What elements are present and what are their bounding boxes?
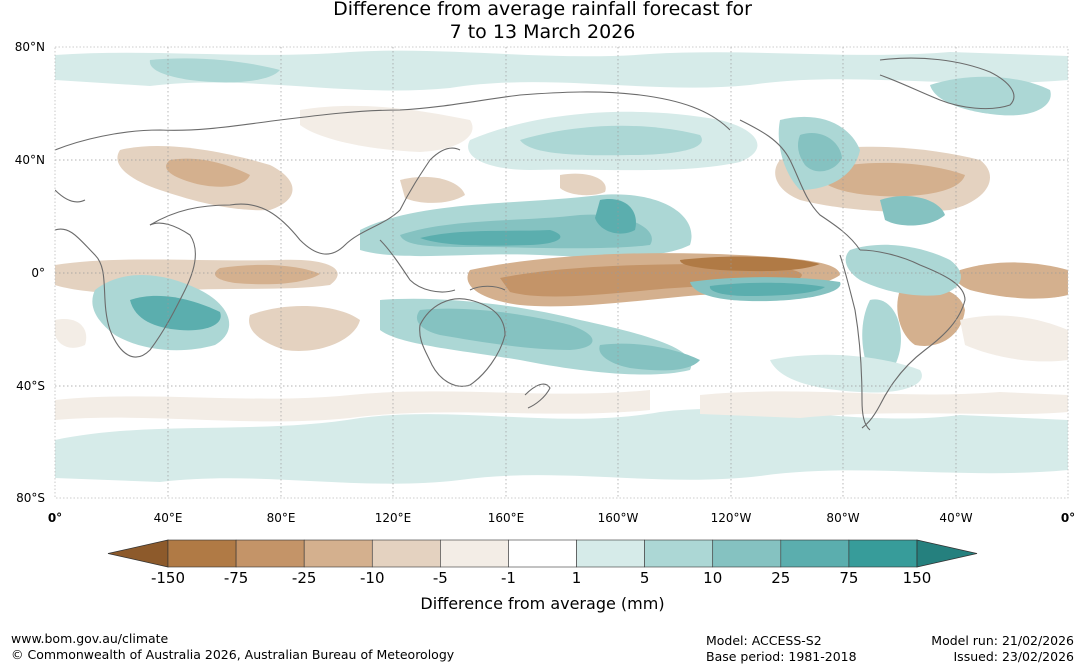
colorbar-tick-label: -25: [291, 569, 317, 587]
map-title: Difference from average rainfall forecas…: [0, 0, 1085, 44]
footer-model-info: Model: ACCESS-S2 Base period: 1981-2018: [706, 633, 857, 665]
colorbar-segment: [167, 539, 237, 568]
footer-copyright: © Commonwealth of Australia 2026, Austra…: [11, 647, 455, 662]
colorbar-tick-label: -10: [360, 569, 385, 587]
map-frame: [54, 46, 1069, 499]
colorbar-segment: [848, 539, 918, 568]
colorbar-segment: [576, 539, 645, 568]
colorbar-tick-label: 150: [902, 569, 932, 587]
colorbar-segment: [440, 539, 509, 568]
colorbar-segment: [303, 539, 373, 568]
colorbar-tick-label: 25: [771, 569, 791, 587]
coastlines: [55, 57, 1015, 431]
footer-left: www.bom.gov.au/climate © Commonwealth of…: [11, 631, 454, 663]
colorbar-low-extension: [107, 539, 169, 568]
lat-label-80n: 80°N: [14, 40, 45, 54]
colorbar-high-extension: [916, 539, 978, 568]
rainfall-anomaly-fields: [55, 47, 1068, 498]
footer-url[interactable]: www.bom.gov.au/climate: [11, 631, 169, 646]
graticule: [55, 47, 1068, 498]
map-title-line2: 7 to 13 March 2026: [449, 21, 636, 43]
lon-label-40w: 40°W: [939, 511, 973, 525]
footer-model: Model: ACCESS-S2: [706, 633, 822, 648]
colorbar: [107, 539, 978, 568]
colorbar-tick-label: -150: [150, 569, 186, 587]
colorbar-segment: [235, 539, 305, 568]
map-canvas: [54, 46, 1069, 499]
rainfall-map: 80°N 40°N 0° 40°S 80°S 0° 40°E 80°E 120°…: [14, 40, 1075, 525]
lon-label-160w: 160°W: [597, 511, 639, 525]
lon-label-40e: 40°E: [153, 511, 183, 525]
map-title-line1: Difference from average rainfall forecas…: [333, 0, 752, 20]
lat-label-40n: 40°N: [14, 153, 45, 167]
colorbar-title: Difference from average (mm): [420, 594, 665, 613]
colorbar-tick-label: 75: [839, 569, 859, 587]
lat-label-80s: 80°S: [16, 491, 45, 505]
lon-label-120e: 120°E: [374, 511, 412, 525]
lon-label-80e: 80°E: [266, 511, 296, 525]
lon-label-0-east: 0°: [1060, 511, 1076, 525]
colorbar-segment: [780, 539, 850, 568]
lon-label-80w: 80°W: [826, 511, 860, 525]
footer-model-run: Model run: 21/02/2026: [931, 633, 1074, 648]
footer-issued: Issued: 23/02/2026: [953, 649, 1075, 664]
lon-label-0-west: 0°: [47, 511, 63, 525]
colorbar-tick-label: 1: [571, 569, 582, 587]
colorbar-tick-label: -5: [432, 569, 448, 587]
lat-label-0: 0°: [31, 266, 45, 280]
colorbar-segment: [371, 539, 441, 568]
colorbar-tick-label: 10: [703, 569, 723, 587]
lat-label-40s: 40°S: [16, 379, 45, 393]
lon-label-160e: 160°E: [487, 511, 525, 525]
colorbar-tick-label: -75: [223, 569, 249, 587]
colorbar-tick-label: -1: [500, 569, 516, 587]
colorbar-segment: [508, 539, 577, 568]
colorbar-segment: [712, 539, 782, 568]
footer-dates: Model run: 21/02/2026 Issued: 23/02/2026: [931, 633, 1074, 665]
lon-label-120w: 120°W: [710, 511, 752, 525]
colorbar-tick-label: 5: [639, 569, 650, 587]
footer-base-period: Base period: 1981-2018: [706, 649, 857, 664]
colorbar-segment: [644, 539, 714, 568]
